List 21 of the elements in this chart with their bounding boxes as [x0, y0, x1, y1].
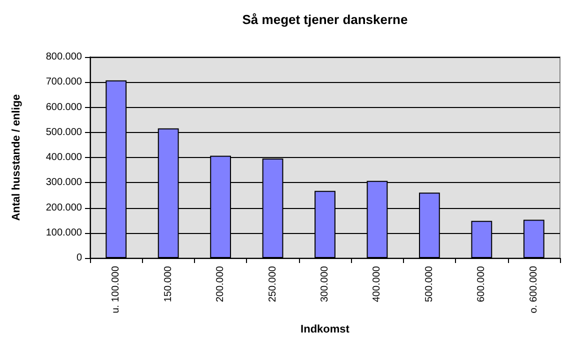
- x-tick-label: 150.000: [162, 266, 174, 302]
- y-axis-title: Antal husstande / enlige: [10, 94, 22, 221]
- y-tick-label: 100.000: [46, 227, 82, 238]
- y-tick-label: 400.000: [46, 152, 82, 163]
- y-tick-label: 0: [76, 252, 82, 264]
- x-axis-title: Indkomst: [300, 324, 350, 336]
- y-tick-label: 600.000: [46, 102, 82, 113]
- x-tick-label: o. 600.000: [528, 266, 540, 314]
- y-tick-label: 200.000: [46, 202, 82, 214]
- x-tick-label: 250.000: [267, 266, 278, 302]
- y-tick-label: 800.000: [46, 52, 82, 62]
- x-tick-label: 400.000: [372, 266, 383, 302]
- y-tick-label: 300.000: [46, 177, 82, 188]
- chart-title: Så meget tjener danskerne: [242, 12, 408, 27]
- x-tick-label: 500.000: [424, 266, 435, 302]
- y-tick-label: 500.000: [46, 126, 82, 138]
- x-tick-label: 600.000: [476, 266, 488, 302]
- x-tick-label: 200.000: [215, 266, 226, 302]
- y-tick-label: 700.000: [46, 76, 82, 88]
- x-tick-label: u. 100.000: [110, 266, 122, 314]
- x-tick-label: 300.000: [320, 266, 330, 302]
